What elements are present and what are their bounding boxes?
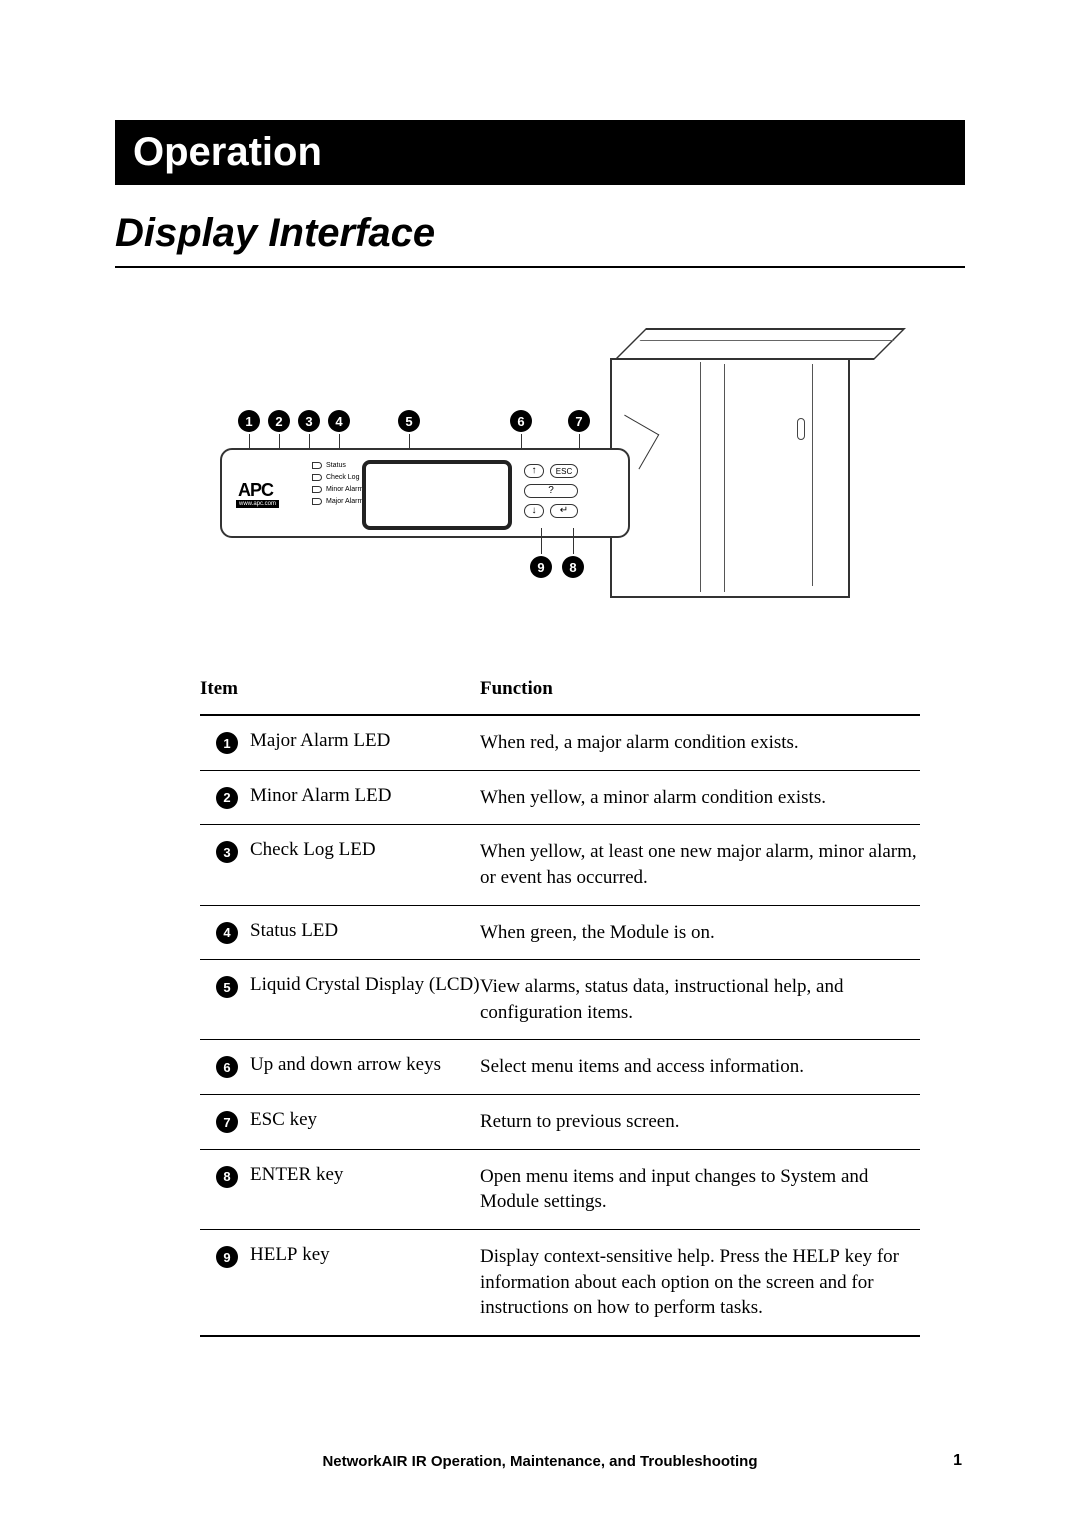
row-item-suffix: key	[311, 1164, 343, 1185]
row-item: Minor Alarm LED	[250, 785, 391, 807]
apc-logo: APC	[238, 480, 273, 501]
row-function: When yellow, at least one new major alar…	[480, 839, 920, 890]
row-number-icon: 5	[216, 976, 238, 998]
row-function: When green, the Module is on.	[480, 920, 920, 946]
led-dot-icon	[312, 498, 322, 505]
row-item: Status LED	[250, 920, 338, 942]
apc-url: www.apc.com	[236, 500, 279, 508]
led-dot-icon	[312, 474, 322, 481]
led-dot-icon	[312, 462, 322, 469]
callout-7: 7	[568, 410, 590, 432]
cabinet-divider	[700, 362, 701, 592]
row-function: When red, a major alarm condition exists…	[480, 730, 920, 756]
help-smallcaps: HELP	[250, 1244, 298, 1265]
operation-heading-bar: Operation	[115, 120, 965, 185]
row-item: ENTER key	[250, 1164, 343, 1186]
table-header-function: Function	[480, 678, 920, 700]
callout-4: 4	[328, 410, 350, 432]
help-smallcaps-inline: HELP	[792, 1246, 840, 1267]
cabinet-top	[614, 328, 906, 360]
row-number-icon: 3	[216, 841, 238, 863]
operation-heading: Operation	[133, 130, 947, 175]
cabinet-door	[724, 364, 812, 592]
led-indicators: Status Check Log Minor Alarm Major Alarm	[312, 462, 363, 505]
table-header-item: Item	[200, 678, 480, 700]
table-row: 8 ENTER key Open menu items and input ch…	[200, 1150, 920, 1229]
page-number: 1	[953, 1452, 962, 1470]
row-number-icon: 8	[216, 1166, 238, 1188]
display-interface-figure: 1 2 3 4 5 6 7 APC www.apc.com Status	[220, 318, 860, 608]
cabinet-top-line	[640, 340, 895, 341]
callout-5: 5	[398, 410, 420, 432]
row-function: View alarms, status data, instructional …	[480, 974, 920, 1025]
table-row: 4 Status LED When green, the Module is on…	[200, 906, 920, 960]
led-status: Status	[312, 462, 363, 469]
led-minor-alarm: Minor Alarm	[312, 486, 363, 493]
section-title: Display Interface	[115, 211, 965, 256]
led-major-alarm: Major Alarm	[312, 498, 363, 505]
table-row: 7 ESC key Return to previous screen.	[200, 1095, 920, 1149]
table-bottom-rule	[200, 1335, 920, 1337]
table-row: 5 Liquid Crystal Display (LCD) View alarm…	[200, 960, 920, 1039]
row-number-icon: 2	[216, 787, 238, 809]
callout-6: 6	[510, 410, 532, 432]
table-row: 9 HELP key Display context-sensitive hel…	[200, 1230, 920, 1335]
led-label: Minor Alarm	[326, 486, 363, 493]
row-number-icon: 9	[216, 1246, 238, 1268]
row-function-pre: Display context-sensitive help. Press th…	[480, 1246, 792, 1267]
table-row: 2 Minor Alarm LED When yellow, a minor al…	[200, 771, 920, 825]
callout-1: 1	[238, 410, 260, 432]
callout-lead	[573, 528, 574, 554]
row-function: When yellow, a minor alarm condition exi…	[480, 785, 920, 811]
row-item: Check Log LED	[250, 839, 376, 861]
row-number-icon: 7	[216, 1111, 238, 1133]
callout-lead	[541, 528, 542, 554]
row-item: Up and down arrow keys	[250, 1054, 441, 1076]
down-arrow-key-icon: ↓	[524, 504, 544, 518]
row-function: Return to previous screen.	[480, 1109, 920, 1135]
row-function: Open menu items and input changes to Sys…	[480, 1164, 920, 1215]
led-dot-icon	[312, 486, 322, 493]
led-label: Check Log	[326, 474, 359, 481]
footer-text: NetworkAIR IR Operation, Maintenance, an…	[322, 1453, 757, 1470]
row-number-icon: 4	[216, 922, 238, 944]
table-row: 3 Check Log LED When yellow, at least one…	[200, 825, 920, 904]
callout-3: 3	[298, 410, 320, 432]
table-row: 6 Up and down arrow keys Select menu item…	[200, 1040, 920, 1094]
row-number-icon: 6	[216, 1056, 238, 1078]
enter-smallcaps: ENTER	[250, 1164, 311, 1185]
callout-2: 2	[268, 410, 290, 432]
led-check-log: Check Log	[312, 474, 363, 481]
row-item: Liquid Crystal Display (LCD)	[250, 974, 480, 996]
table-header: Item Function	[200, 678, 920, 714]
row-item: Major Alarm LED	[250, 730, 390, 752]
led-label: Major Alarm	[326, 498, 363, 505]
up-arrow-key-icon: ↑	[524, 464, 544, 478]
row-function: Display context-sensitive help. Press th…	[480, 1244, 920, 1321]
row-item-suffix: key	[298, 1244, 330, 1265]
row-item: ESC key	[250, 1109, 317, 1131]
row-number-icon: 1	[216, 732, 238, 754]
callout-9: 9	[530, 556, 552, 578]
enter-key-icon: ↵	[550, 504, 578, 518]
row-item: HELP key	[250, 1244, 330, 1266]
control-panel: APC www.apc.com Status Check Log Minor A…	[220, 448, 630, 538]
page-footer: NetworkAIR IR Operation, Maintenance, an…	[0, 1453, 1080, 1470]
lcd-screen	[362, 460, 512, 530]
section-divider	[115, 266, 965, 268]
item-function-table: Item Function 1 Major Alarm LED When red,…	[200, 678, 920, 1337]
esc-key-icon: ESC	[550, 464, 578, 478]
row-function: Select menu items and access information…	[480, 1054, 920, 1080]
table-row: 1 Major Alarm LED When red, a major alarm…	[200, 716, 920, 770]
cabinet-side-panel	[812, 364, 860, 586]
help-key-icon: ?	[524, 484, 578, 498]
led-label: Status	[326, 462, 346, 469]
cabinet-handle	[797, 418, 805, 440]
figure-container: 1 2 3 4 5 6 7 APC www.apc.com Status	[115, 318, 965, 608]
callout-8: 8	[562, 556, 584, 578]
